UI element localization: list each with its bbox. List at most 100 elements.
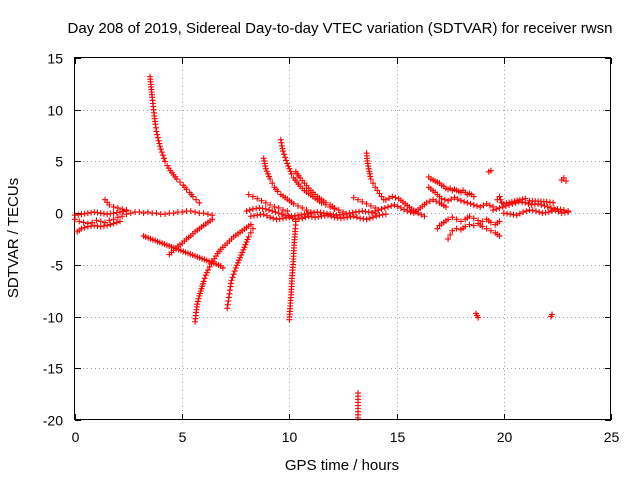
data-point <box>541 202 548 209</box>
data-point <box>192 209 199 216</box>
data-point <box>421 213 428 220</box>
data-point <box>269 180 276 187</box>
data-point <box>496 193 503 200</box>
data-point <box>269 208 276 215</box>
data-point <box>441 196 448 203</box>
data-point <box>451 194 458 201</box>
data-point <box>194 301 201 308</box>
data-point <box>242 241 249 248</box>
data-point <box>275 210 282 217</box>
data-point <box>209 216 216 223</box>
data-point <box>245 191 252 198</box>
data-point <box>117 218 124 225</box>
data-point <box>289 215 296 222</box>
data-point <box>157 146 164 153</box>
series-isolated-1 <box>140 232 226 271</box>
data-point <box>193 196 200 203</box>
data-point <box>454 196 461 203</box>
data-point <box>247 221 254 228</box>
data-point <box>245 233 252 240</box>
data-point <box>114 204 121 211</box>
series-upper-cluster-1 <box>425 173 477 200</box>
data-point <box>154 131 161 138</box>
data-point <box>370 180 377 187</box>
series-descending-arc-1 <box>147 73 203 206</box>
data-point <box>275 204 282 211</box>
data-point <box>545 209 552 216</box>
x-tick-label: 10 <box>282 429 298 445</box>
series-isolated-5 <box>558 174 569 185</box>
data-point <box>388 202 395 209</box>
data-point <box>562 178 569 185</box>
data-point <box>249 193 256 200</box>
y-tick-label: 15 <box>47 51 63 67</box>
data-point <box>80 219 87 226</box>
data-point <box>231 268 238 275</box>
data-point <box>461 198 468 205</box>
data-point <box>196 199 203 206</box>
data-point <box>549 311 556 318</box>
data-point <box>418 211 425 218</box>
data-point <box>363 216 370 223</box>
series-main-band-1 <box>72 208 216 227</box>
series-ascending-arc-3 <box>224 225 256 312</box>
data-point <box>177 179 184 186</box>
data-point <box>487 167 494 174</box>
y-tick-label: -10 <box>43 310 63 326</box>
data-point <box>375 207 382 214</box>
data-point <box>394 203 401 210</box>
data-point <box>187 208 194 215</box>
data-point <box>201 275 208 282</box>
data-point <box>525 200 532 207</box>
data-point <box>114 214 121 221</box>
data-point <box>236 257 243 264</box>
data-point <box>445 197 452 204</box>
data-point <box>324 212 331 219</box>
series-ascending-arc-2 <box>192 221 254 325</box>
series-main-band-2 <box>74 218 124 235</box>
data-point <box>407 209 414 216</box>
data-point <box>516 210 523 217</box>
data-point <box>322 199 329 206</box>
data-point <box>470 201 477 208</box>
data-point <box>331 204 338 211</box>
data-point <box>140 210 147 217</box>
data-point <box>110 203 117 210</box>
series-descending-arc-6 <box>363 150 387 203</box>
data-point <box>302 214 309 221</box>
data-point <box>204 211 211 218</box>
data-point <box>266 207 273 214</box>
data-point <box>363 200 370 207</box>
data-point <box>286 214 293 221</box>
data-point <box>119 206 126 213</box>
data-point <box>447 231 454 238</box>
data-point <box>104 222 111 229</box>
data-point <box>246 207 253 214</box>
data-point <box>303 207 310 214</box>
data-point <box>544 203 551 210</box>
data-point <box>519 196 526 203</box>
data-point <box>560 207 567 214</box>
data-point <box>285 163 292 170</box>
data-point <box>445 216 452 223</box>
data-point <box>274 188 281 195</box>
data-point <box>391 201 398 208</box>
data-point <box>102 219 109 226</box>
data-point <box>173 176 180 183</box>
data-point <box>284 208 291 215</box>
data-point <box>549 208 556 215</box>
data-point <box>119 213 126 220</box>
data-point <box>376 190 383 197</box>
data-point <box>158 149 165 156</box>
data-point <box>78 225 85 232</box>
data-point <box>487 219 494 226</box>
data-point <box>155 137 162 144</box>
data-point <box>299 215 306 222</box>
data-point <box>183 186 190 193</box>
series-main-band-6 <box>247 211 389 223</box>
data-point <box>127 210 134 217</box>
data-point <box>262 206 269 213</box>
data-point <box>480 202 487 209</box>
data-point <box>264 170 271 177</box>
